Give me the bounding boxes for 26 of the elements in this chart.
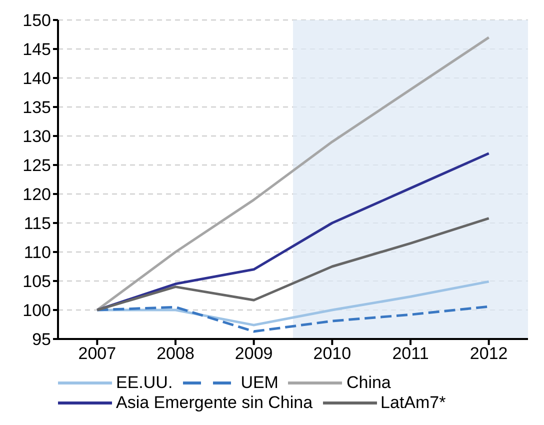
y-tick-label: 140 [22,69,51,88]
line-series [96,217,490,312]
x-tick-label: 2011 [392,344,429,364]
x-tick-label: 2009 [234,344,273,364]
y-tick-label: 135 [22,98,51,118]
y-tick-label: 125 [22,156,51,176]
y-tick-label: 120 [22,185,51,204]
y-tick-label: 100 [22,301,51,320]
line-series [96,280,490,326]
y-tick-label: 115 [24,214,51,234]
x-tick-label: 2010 [313,344,352,364]
line-series [96,36,490,312]
y-tick-label: 110 [24,243,51,262]
y-tick-label: 150 [22,11,51,30]
y-tick-label: 95 [32,330,51,350]
y-tick-label: 145 [22,40,51,60]
legend-label: LatAm7* [380,393,446,413]
legend-label: EE.UU. [115,373,173,393]
legend-label: UEM [240,373,278,393]
y-tick-label: 105 [22,272,51,292]
x-tick-label: 2012 [470,344,508,364]
y-tick-label: 130 [22,127,51,146]
x-tick-label: 2008 [156,344,194,364]
legend-label: China [345,373,391,393]
x-tick-label: 2007 [78,344,116,364]
legend-label: Asia Emergente sin China [115,393,313,413]
